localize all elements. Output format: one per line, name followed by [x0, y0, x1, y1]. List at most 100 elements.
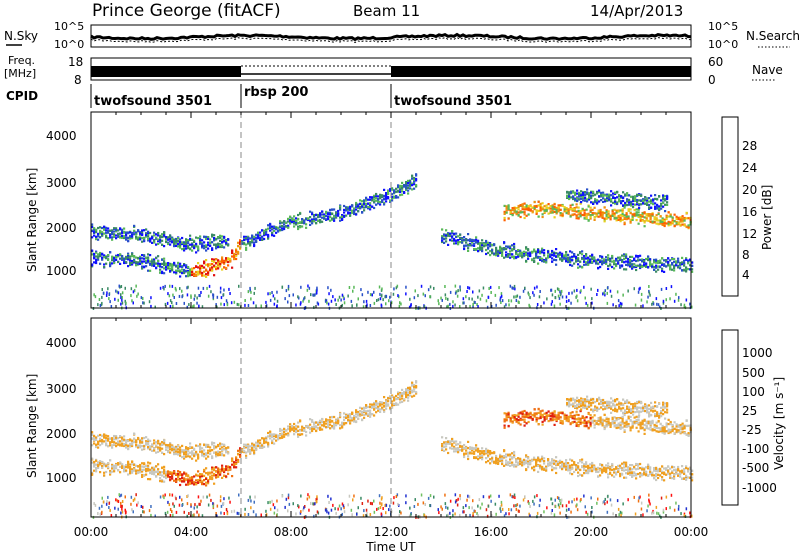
- power-point: [411, 177, 414, 180]
- power-point: [581, 209, 584, 212]
- velocity-point: [327, 420, 330, 423]
- velocity-point: [239, 451, 242, 454]
- power-point: [645, 262, 648, 265]
- velocity-point: [395, 394, 398, 398]
- velocity-point: [179, 450, 182, 453]
- power-point: [271, 225, 274, 228]
- velocity-point: [211, 455, 214, 458]
- power-point: [525, 204, 528, 207]
- power-point: [523, 206, 526, 209]
- velocity-point: [219, 451, 222, 454]
- velocity-point: [375, 406, 378, 410]
- power-point: [267, 235, 270, 238]
- power-point: [143, 260, 146, 263]
- power-point: [281, 224, 284, 228]
- power-point: [109, 234, 112, 237]
- power-point: [481, 250, 484, 253]
- velocity-point: [151, 466, 154, 469]
- velocity-point: [125, 444, 128, 447]
- power-point: [369, 198, 372, 201]
- power-point: [401, 181, 404, 184]
- velocity-point: [121, 444, 124, 447]
- power-point: [93, 229, 96, 232]
- velocity-point: [205, 472, 208, 475]
- velocity-point: [383, 402, 386, 405]
- power-point: [606, 291, 608, 295]
- power-point: [666, 197, 669, 201]
- velocity-point: [385, 400, 388, 403]
- velocity-point: [143, 465, 146, 468]
- power-point: [687, 226, 690, 229]
- power-point: [129, 231, 132, 234]
- power-cbar-tick-24: 24: [742, 161, 757, 175]
- power-point: [157, 242, 160, 245]
- velocity-point: [149, 448, 152, 451]
- power-point: [159, 286, 162, 290]
- power-point: [628, 194, 631, 197]
- power-point: [628, 203, 631, 206]
- power-point: [569, 260, 572, 263]
- power-point: [238, 303, 240, 307]
- power-point: [607, 212, 610, 215]
- power-point: [477, 242, 480, 245]
- velocity-point: [371, 406, 374, 409]
- velocity-point: [161, 471, 164, 474]
- power-point: [517, 255, 520, 258]
- velocity-point: [173, 448, 176, 451]
- power-point: [393, 195, 396, 198]
- velocity-point: [139, 471, 142, 474]
- power-point: [681, 256, 684, 259]
- power-point: [119, 227, 122, 230]
- power-point: [663, 263, 666, 266]
- power-point: [515, 251, 518, 254]
- power-point: [121, 296, 123, 299]
- power-point: [659, 219, 662, 222]
- velocity-point: [235, 466, 238, 469]
- power-point: [613, 212, 616, 215]
- power-point: [601, 263, 604, 266]
- velocity-point: [139, 463, 142, 467]
- power-point: [359, 207, 362, 210]
- velocity-point: [403, 391, 406, 394]
- velocity-point: [221, 454, 224, 457]
- power-point: [547, 256, 550, 259]
- power-point: [347, 211, 350, 214]
- velocity-point: [163, 453, 166, 456]
- power-point: [149, 231, 152, 235]
- velocity-point: [161, 474, 164, 477]
- velocity-point: [199, 450, 202, 453]
- velocity-point: [99, 471, 102, 474]
- power-point: [219, 265, 222, 268]
- power-point: [216, 295, 219, 299]
- velocity-point: [219, 468, 222, 471]
- power-point: [223, 266, 226, 269]
- velocity-point: [233, 462, 236, 465]
- power-point: [584, 199, 587, 202]
- power-point: [359, 205, 362, 208]
- power-point: [657, 212, 660, 216]
- velocity-point: [369, 409, 372, 412]
- power-point: [353, 207, 356, 210]
- power-point: [187, 271, 190, 274]
- power-point: [479, 242, 482, 245]
- power-point: [105, 294, 108, 297]
- power-point: [135, 261, 138, 264]
- power-point: [382, 298, 384, 302]
- power-point: [261, 238, 264, 241]
- power-point: [582, 199, 585, 202]
- velocity-point: [181, 449, 184, 452]
- power-point: [541, 213, 544, 216]
- velocity-point: [201, 473, 204, 476]
- freq-left-tick-top: 18: [68, 55, 83, 69]
- velocity-point: [109, 471, 112, 474]
- power-point: [603, 206, 606, 209]
- velocity-point: [401, 388, 404, 391]
- power-point: [383, 201, 386, 204]
- power-point: [153, 260, 156, 263]
- power-point: [407, 186, 410, 189]
- power-point: [283, 223, 286, 226]
- power-point: [119, 232, 122, 235]
- power-point: [449, 290, 452, 294]
- power-point: [673, 265, 676, 268]
- power-point: [273, 234, 276, 237]
